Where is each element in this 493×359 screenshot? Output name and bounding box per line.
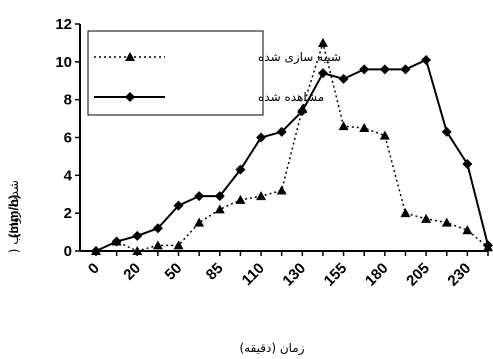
y-axis-title-text: شدت رواناب (: [7, 180, 22, 253]
data-point: [338, 121, 349, 131]
data-point: [235, 194, 246, 204]
series-line: [95, 58, 489, 252]
x-tick-label: 230: [444, 260, 474, 290]
data-point: [421, 54, 432, 65]
y-tick-label: 6: [64, 130, 72, 147]
x-tick-label: 205: [403, 260, 433, 290]
y-axis-ticks: 0 2 4 6 8 10 12: [55, 16, 80, 260]
y-tick-label: 10: [55, 54, 72, 71]
data-point: [441, 126, 452, 137]
x-tick-label: 155: [321, 260, 351, 290]
data-point: [152, 223, 163, 234]
legend-box: [87, 30, 264, 116]
data-point: [317, 68, 328, 79]
data-point: [379, 64, 390, 75]
data-point: [214, 191, 225, 202]
x-tick-label: 110: [239, 260, 268, 289]
data-point: [173, 240, 184, 250]
y-tick-label: 2: [64, 205, 72, 222]
data-point: [132, 230, 143, 241]
data-point: [256, 191, 267, 201]
series-line: [95, 40, 489, 252]
data-point: [483, 240, 493, 251]
series-layer: [91, 37, 493, 256]
data-point: [214, 204, 225, 214]
x-tick-label: 85: [203, 260, 227, 284]
data-point: [379, 130, 390, 140]
y-tick-label: 0: [64, 243, 72, 260]
x-tick-label: 50: [162, 260, 186, 284]
data-point: [111, 236, 122, 247]
data-point: [276, 185, 287, 195]
y-tick-label: 4: [64, 167, 73, 184]
x-axis-title: زمان (دقیقه): [239, 341, 304, 356]
series-observed: [91, 54, 493, 256]
x-tick-label: 20: [120, 260, 144, 284]
x-axis-ticks: 0 20 50 85 110 130 155 180 205 230: [85, 251, 489, 290]
y-axis-title: (mm/h) شدت رواناب (: [6, 180, 22, 253]
data-point: [173, 200, 184, 211]
data-point: [359, 64, 370, 75]
legend-label-observed: مشاهده شده: [258, 90, 324, 104]
data-point: [359, 123, 370, 133]
data-point: [462, 158, 473, 169]
x-tick-label: 130: [279, 260, 309, 290]
y-tick-label: 8: [64, 92, 72, 109]
data-point: [194, 217, 205, 227]
data-point: [235, 164, 246, 175]
x-tick-label: 0: [85, 260, 103, 278]
legend-marker-observed: [125, 92, 135, 102]
data-point: [276, 126, 287, 137]
axes: [79, 24, 488, 252]
data-point: [400, 64, 411, 75]
data-point: [317, 37, 328, 47]
legend: شبیه سازی شده مشاهده شده: [87, 30, 341, 116]
data-point: [421, 213, 432, 223]
data-point: [297, 106, 308, 117]
x-tick-label: 180: [362, 260, 392, 290]
data-point: [462, 225, 473, 235]
data-point: [91, 246, 101, 256]
legend-label-simulated: شبیه سازی شده: [258, 50, 341, 65]
data-point: [338, 73, 349, 84]
y-axis-title-unit: (mm/h): [6, 195, 21, 238]
legend-marker-simulated: [125, 52, 135, 61]
data-point: [441, 217, 452, 227]
data-point: [194, 191, 205, 202]
data-point: [400, 208, 411, 218]
data-point: [152, 240, 163, 250]
data-point: [256, 132, 267, 143]
y-tick-label: 12: [55, 16, 72, 33]
data-point: [132, 246, 143, 255]
